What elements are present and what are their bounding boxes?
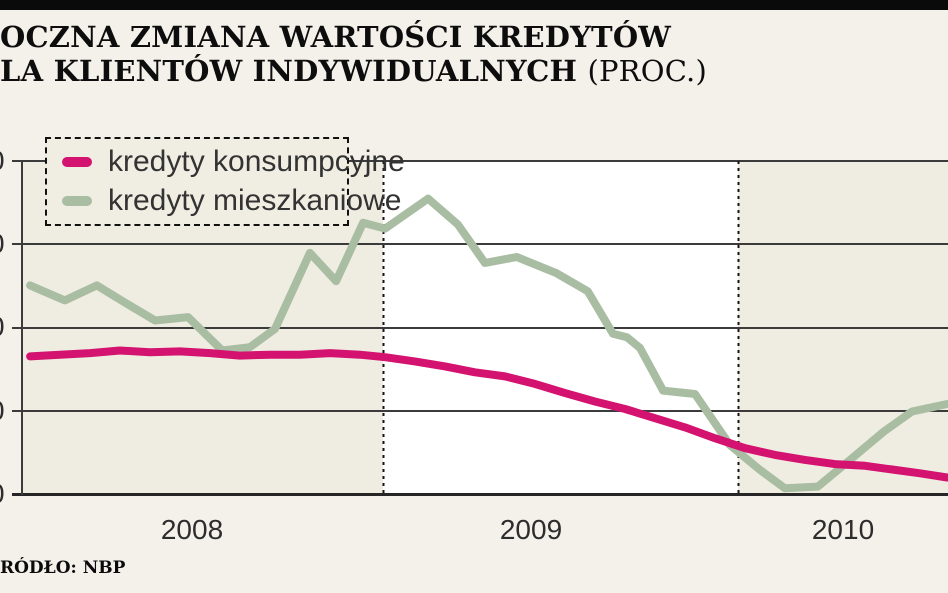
chart-title: OCZNA ZMIANA WARTOŚCI KREDYTÓW LA KLIENT… xyxy=(0,20,707,88)
legend-label-konsumpcyjne: kredyty konsumpcyjne xyxy=(108,144,405,178)
chart-legend: kredyty konsumpcyjne kredyty mieszkaniow… xyxy=(45,137,405,226)
top-black-bar xyxy=(0,0,948,10)
x-tick-label-2009: 2009 xyxy=(499,514,563,545)
source-note: RÓDŁO: NBP xyxy=(0,558,126,578)
gridline-30 xyxy=(12,243,948,245)
y-axis-line xyxy=(21,161,23,495)
gridline-20 xyxy=(12,327,948,329)
legend-item-kredyty-konsumpcyjne: kredyty konsumpcyjne xyxy=(62,145,405,179)
legend-label-mieszkaniowe: kredyty mieszkaniowe xyxy=(108,184,402,218)
y-tick-label-20: 0 xyxy=(0,313,9,341)
gridline-40 xyxy=(12,160,948,162)
series-line-kredyty-mieszkaniowe xyxy=(26,194,948,493)
chart-title-line-2: LA KLIENTÓW INDYWIDUALNYCH (PROC.) xyxy=(0,54,707,88)
series-line-kredyty-konsumpcyjne xyxy=(26,346,948,482)
legend-item-kredyty-mieszkaniowe: kredyty mieszkaniowe xyxy=(62,184,401,218)
x-tick-label-2010: 2010 xyxy=(811,514,875,545)
chart-title-unit-suffix: (PROC.) xyxy=(587,54,707,88)
y-tick-label-0: 0 xyxy=(0,480,9,508)
legend-marker-konsumpcyjne xyxy=(62,156,92,167)
y-tick-label-30: 0 xyxy=(0,230,9,258)
y-tick-label-10: 0 xyxy=(0,397,9,425)
legend-marker-mieszkaniowe xyxy=(62,196,92,207)
y-tick-label-40: 0 xyxy=(0,147,9,175)
chart-title-line-2-text: LA KLIENTÓW INDYWIDUALNYCH xyxy=(0,54,578,88)
x-axis-baseline xyxy=(12,493,948,496)
chart-title-line-1: OCZNA ZMIANA WARTOŚCI KREDYTÓW xyxy=(0,20,672,54)
x-tick-label-2008: 2008 xyxy=(160,514,224,545)
gridline-10 xyxy=(12,410,948,412)
